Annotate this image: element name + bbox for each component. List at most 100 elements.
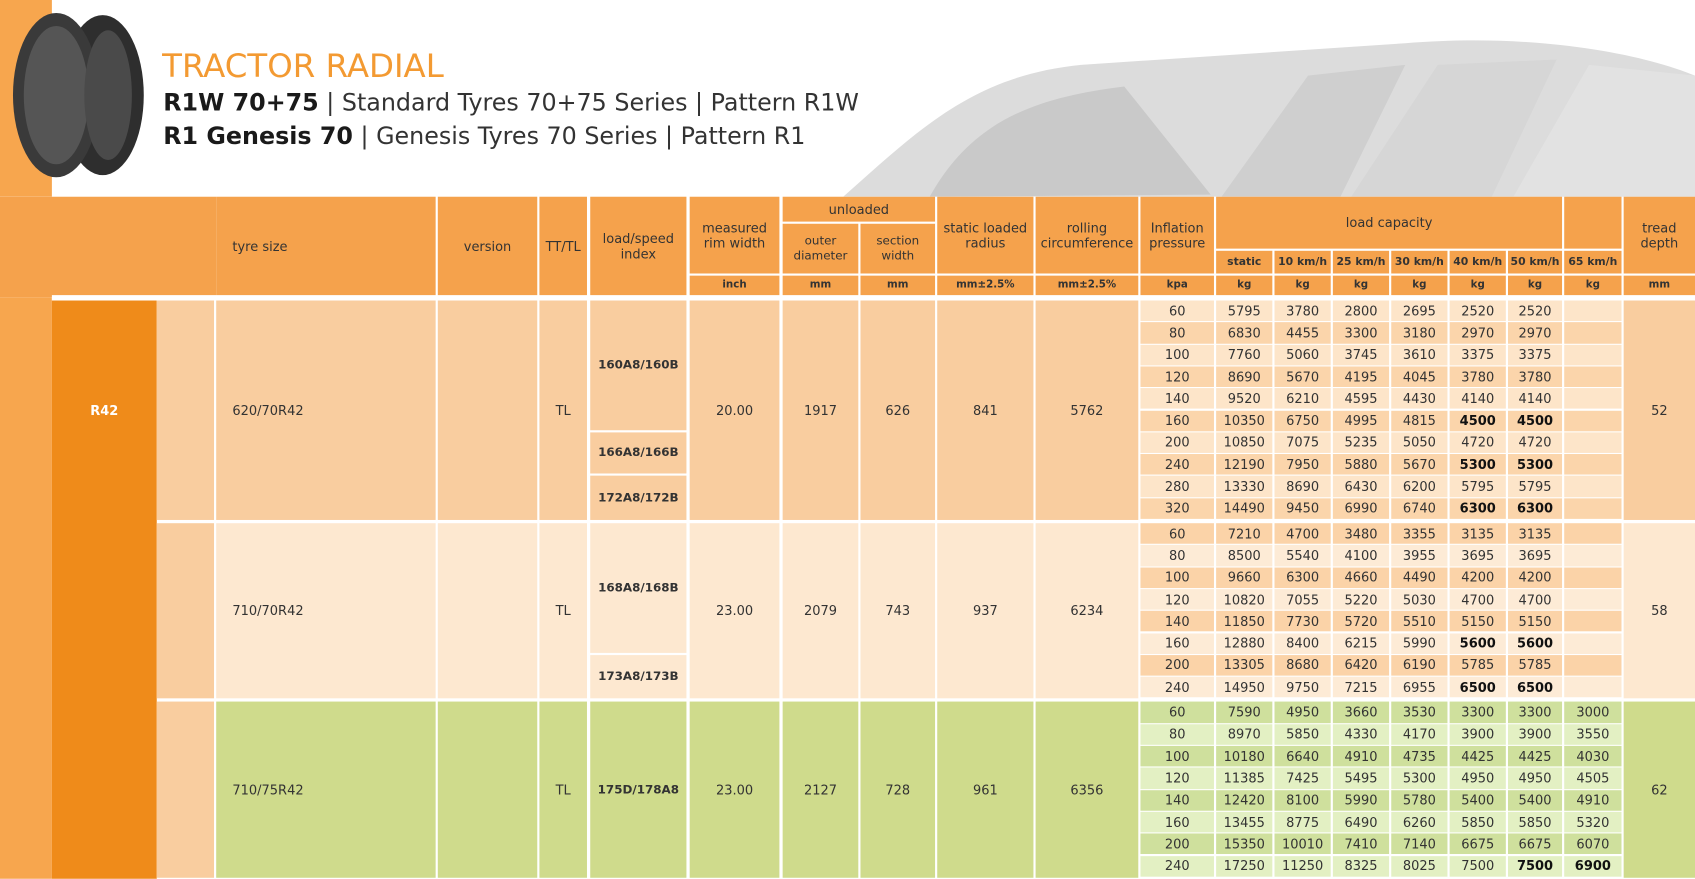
cell: 6990 (1332, 498, 1390, 519)
cell: 3780 (1507, 366, 1563, 388)
cell: 4425 (1507, 745, 1563, 767)
cell: 6640 (1274, 745, 1331, 767)
column-header: TT/TL (539, 196, 587, 296)
cell: 120 (1140, 767, 1214, 789)
cell: 710/75R42 (216, 701, 436, 878)
cell: TL (539, 300, 587, 520)
unit: kg (1332, 275, 1390, 296)
column-header: load/speed index (590, 196, 687, 296)
cell: TL (539, 523, 587, 699)
empty-cell (1564, 344, 1622, 366)
cell: 13455 (1216, 811, 1273, 833)
column-header: section width (860, 223, 936, 274)
blank-cell (156, 701, 215, 878)
cell: 11385 (1216, 767, 1273, 789)
cell: 5795 (1449, 476, 1506, 497)
cell: 8325 (1332, 855, 1390, 877)
cell: 6215 (1332, 632, 1390, 654)
cell: 100 (1140, 344, 1214, 366)
cell: 11250 (1274, 855, 1331, 877)
cell: 8970 (1216, 723, 1273, 745)
cell: 4910 (1564, 789, 1622, 811)
cell: 280 (1140, 476, 1214, 497)
cell: 6356 (1035, 701, 1139, 878)
cell: 5720 (1332, 610, 1390, 632)
cell: 11850 (1216, 610, 1273, 632)
cell: 7425 (1274, 767, 1331, 789)
cell: 5880 (1332, 454, 1390, 475)
unit: mm (782, 275, 859, 296)
cell: 7590 (1216, 701, 1273, 723)
empty-cell (1564, 567, 1622, 588)
cell: 7410 (1332, 833, 1390, 855)
cell: 3480 (1332, 523, 1390, 545)
cell: 5795 (1507, 476, 1563, 497)
cell: 937 (937, 523, 1034, 699)
cell: TL (539, 701, 587, 878)
cell: 841 (937, 300, 1034, 520)
cell: 13305 (1216, 654, 1273, 676)
group-header: load capacity (1216, 196, 1563, 249)
cell: 3695 (1507, 545, 1563, 567)
cell: 62 (1623, 701, 1695, 878)
group-header: unloaded (782, 196, 936, 222)
cell: 4200 (1507, 567, 1563, 588)
cell: 5300 (1391, 767, 1448, 789)
load-index: 168A8/168B (590, 523, 687, 653)
cell: 3695 (1449, 545, 1506, 567)
cell: 5300 (1507, 454, 1563, 475)
cell: 23.00 (689, 701, 780, 878)
unit: mm (1623, 275, 1695, 296)
cell: 3300 (1332, 322, 1390, 344)
cell: 3550 (1564, 723, 1622, 745)
cell: 80 (1140, 545, 1214, 567)
cell: 5030 (1391, 589, 1448, 610)
empty-cell (1564, 610, 1622, 632)
cell: 5600 (1507, 632, 1563, 654)
cell: 3780 (1449, 366, 1506, 388)
cell: 15350 (1216, 833, 1273, 855)
cell: 5150 (1449, 610, 1506, 632)
cell: 6490 (1332, 811, 1390, 833)
cell: 10350 (1216, 410, 1273, 432)
cell: 5990 (1332, 789, 1390, 811)
cell: 4815 (1391, 410, 1448, 432)
cell: 4195 (1332, 366, 1390, 388)
speed-header: static (1216, 250, 1273, 274)
cell: 4140 (1449, 388, 1506, 410)
cell: 3300 (1507, 701, 1563, 723)
cell: 2520 (1507, 300, 1563, 322)
cell: 8690 (1274, 476, 1331, 497)
cell: 620/70R42 (216, 300, 436, 520)
cell: 4505 (1564, 767, 1622, 789)
cell: 10820 (1216, 589, 1273, 610)
empty-cell (1564, 498, 1622, 519)
cell: 100 (1140, 567, 1214, 588)
cell: 14490 (1216, 498, 1273, 519)
load-index: 172A8/172B (590, 476, 687, 520)
cell: 9750 (1274, 676, 1331, 698)
column-header: static loaded radius (937, 196, 1034, 274)
cell: 6420 (1332, 654, 1390, 676)
unit: kg (1507, 275, 1563, 296)
cell: 4200 (1449, 567, 1506, 588)
unit: kpa (1140, 275, 1214, 296)
cell: 8400 (1274, 632, 1331, 654)
header-art (0, 0, 1695, 197)
rim-label: R42 (90, 402, 119, 418)
cell: 4720 (1449, 432, 1506, 454)
cell: 8690 (1216, 366, 1273, 388)
cell: 5850 (1449, 811, 1506, 833)
cell: 5495 (1332, 767, 1390, 789)
cell: 4170 (1391, 723, 1448, 745)
cell: 961 (937, 701, 1034, 878)
empty-cell (1564, 654, 1622, 676)
rim-group (51, 300, 157, 879)
cell: 80 (1140, 322, 1214, 344)
cell: 3135 (1507, 523, 1563, 545)
cell: 2079 (782, 523, 859, 699)
cell: 6234 (1035, 523, 1139, 699)
cell: 5670 (1391, 454, 1448, 475)
cell: 6750 (1274, 410, 1331, 432)
